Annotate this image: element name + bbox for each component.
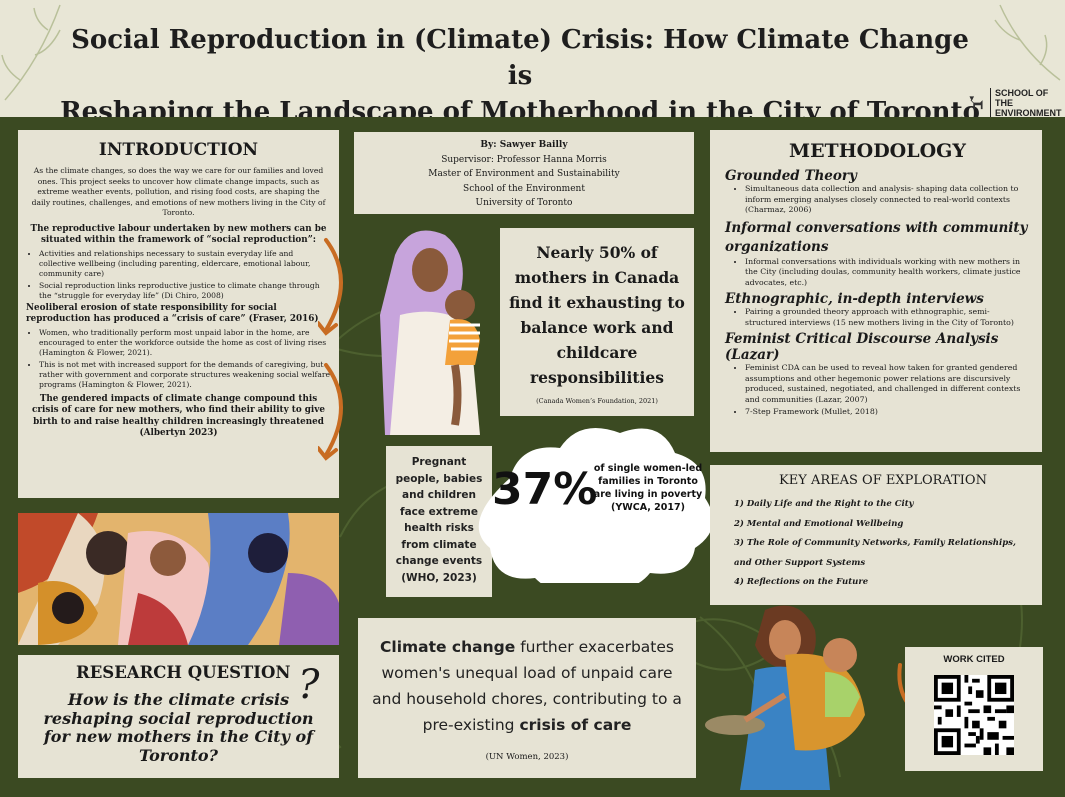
mother-carrying-baby-illustration-icon — [705, 605, 865, 790]
key-area-1: 1) Daily Life and the Right to the City — [734, 499, 914, 509]
mother-baby-illustration-icon — [380, 230, 480, 435]
introduction-panel: INTRODUCTION As the climate changes, so … — [18, 130, 339, 498]
stat-poverty-text: of single women-led families in Toronto … — [593, 463, 703, 513]
key-area-4: 4) Reflections on the Future — [734, 577, 869, 587]
informal-conversations-heading: Informal conversations with community or… — [725, 219, 1028, 255]
logo-line-2: ENVIRONMENT — [994, 108, 1062, 118]
women-illustration — [18, 513, 339, 645]
stat-climate-change-text: Climate change further exacerbates women… — [368, 634, 686, 738]
ethnographic-bullet: Pairing a grounded theory approach with … — [745, 307, 1030, 328]
grounded-theory-bullet: Simultaneous data collection and analysi… — [745, 184, 1030, 216]
bullet-welfare: This is not met with increased support f… — [39, 360, 331, 390]
introduction-text: As the climate changes, so does the way … — [31, 166, 326, 217]
research-question-mark: ? — [298, 662, 320, 708]
author-name: By: Sawyer Bailly — [480, 140, 568, 150]
stat-poverty-big: 37% — [492, 464, 598, 515]
ethnographic-heading: Ethnographic, in-depth interviews — [725, 291, 984, 307]
women-crowd-icon — [18, 513, 339, 645]
title-line-1: Social Reproduction in (Climate) Crisis:… — [71, 25, 969, 91]
climate-change-emphasis: Climate change — [380, 638, 516, 656]
logo-line-1: SCHOOL OF THE — [994, 88, 1049, 108]
research-question-heading: RESEARCH QUESTION — [76, 663, 291, 682]
school-logo: SCHOOL OF THE ENVIRONMENT — [967, 88, 1065, 118]
poster-title: Social Reproduction in (Climate) Crisis:… — [60, 22, 980, 130]
introduction-heading: INTRODUCTION — [98, 140, 259, 160]
poster-header: Social Reproduction in (Climate) Crisis:… — [0, 0, 1065, 127]
key-areas-panel: KEY AREAS OF EXPLORATION 1) Daily Life a… — [710, 465, 1042, 605]
methodology-panel: METHODOLOGY Grounded Theory Simultaneous… — [710, 130, 1042, 452]
grounded-theory-heading: Grounded Theory — [725, 168, 857, 184]
work-cited-panel: WORK CITED — [905, 647, 1043, 771]
research-question-text: How is the climate crisis reshaping soci… — [43, 690, 314, 765]
stat-health-risks-panel: Pregnant people, babies and children fac… — [386, 446, 492, 597]
program-name: Master of Environment and Sustainability — [428, 169, 620, 179]
stat-health-risks-text: Pregnant people, babies and children fac… — [395, 456, 483, 584]
school-name: School of the Environment — [463, 183, 585, 194]
stat-exhaustion-source: (Canada Women’s Foundation, 2021) — [536, 397, 658, 405]
key-area-2: 2) Mental and Emotional Wellbeing — [734, 518, 904, 529]
supervisor-name: Supervisor: Professor Hanna Morris — [441, 154, 607, 165]
leaf-decoration-left-icon — [1, 4, 61, 101]
arrow-icon — [318, 238, 343, 461]
feminist-cda-bullet: Feminist CDA can be used to reveal how t… — [745, 363, 1030, 405]
cloud-shape-icon — [478, 428, 713, 583]
leaf-decoration-right-icon — [994, 4, 1061, 81]
university-name: University of Toronto — [475, 198, 573, 208]
author-panel: By: Sawyer Bailly Supervisor: Professor … — [354, 132, 694, 214]
stat-exhaustion-text: Nearly 50% of mothers in Canada find it … — [509, 243, 685, 387]
qr-code-icon[interactable] — [934, 675, 1014, 755]
work-cited-heading: WORK CITED — [943, 654, 1005, 665]
key-areas-heading: KEY AREAS OF EXPLORATION — [779, 473, 987, 488]
deer-icon — [969, 96, 983, 110]
key-area-3: 3) The Role of Community Networks, Famil… — [734, 538, 1016, 568]
seven-step-bullet: 7-Step Framework (Mullet, 2018) — [745, 407, 1030, 418]
research-question-panel: RESEARCH QUESTION ? How is the climate c… — [18, 655, 339, 778]
social-reproduction-heading: The reproductive labour undertaken by ne… — [30, 223, 327, 245]
bullet-reproductive-justice: Social reproduction links reproductive j… — [39, 281, 331, 301]
crisis-of-care-heading: Neoliberal erosion of state responsibili… — [26, 302, 319, 324]
feminist-cda-heading: Feminist Critical Discourse Analysis (La… — [725, 331, 999, 363]
stat-exhaustion-panel: Nearly 50% of mothers in Canada find it … — [500, 228, 694, 416]
crisis-of-care-emphasis: crisis of care — [519, 716, 632, 734]
bullet-activities: Activities and relationships necessary t… — [39, 249, 331, 279]
informal-conversations-bullet: Informal conversations with individuals … — [745, 257, 1030, 289]
gendered-impacts-text: The gendered impacts of climate change c… — [32, 393, 325, 439]
bullet-women-workforce: Women, who traditionally perform most un… — [39, 328, 331, 358]
stat-climate-change-source: (UN Women, 2023) — [485, 752, 569, 762]
stat-climate-change-panel: Climate change further exacerbates women… — [358, 618, 696, 778]
climate-change-body: further exacerbates women's unequal load… — [372, 638, 682, 734]
methodology-heading: METHODOLOGY — [789, 140, 966, 162]
